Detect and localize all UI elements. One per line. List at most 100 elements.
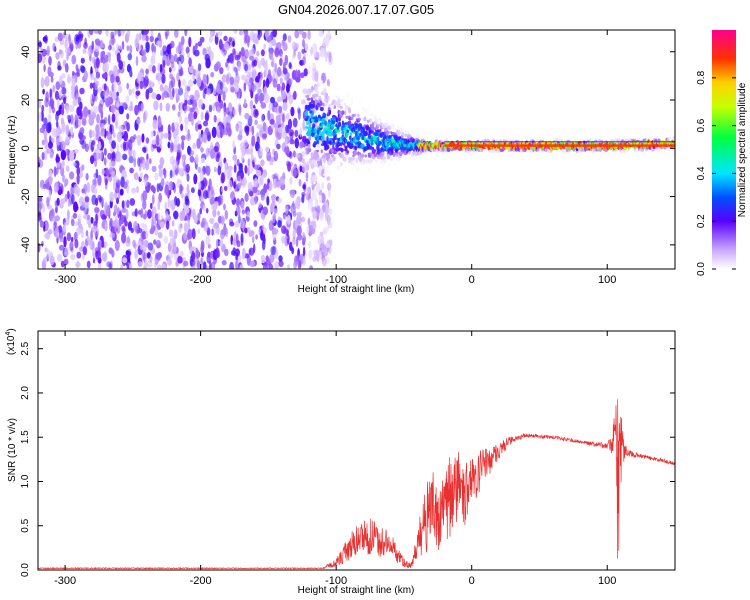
spectrogram-noise-cell bbox=[82, 201, 85, 208]
spectrogram-noise-cell bbox=[91, 194, 97, 206]
spectrogram-noise-cell bbox=[141, 231, 147, 240]
spectrogram-noise-cell bbox=[65, 63, 69, 73]
spectrogram-noise-cell bbox=[43, 183, 47, 190]
spectrogram-noise-cell bbox=[169, 237, 174, 247]
spectrogram-noise-cell bbox=[175, 198, 181, 207]
spectrogram-noise-cell bbox=[98, 86, 102, 94]
spectrogram-signal-cell bbox=[384, 159, 387, 164]
spectrogram-noise-cell bbox=[141, 222, 145, 229]
spectrogram-noise-cell bbox=[44, 34, 48, 44]
spectrogram-noise-cell bbox=[137, 72, 141, 82]
spectrogram-noise-cell bbox=[98, 241, 102, 249]
spectrogram-noise-cell bbox=[61, 72, 66, 79]
spectrogram-noise-cell bbox=[319, 209, 324, 219]
spectrogram-noise-cell bbox=[285, 124, 290, 134]
spectrogram-noise-cell bbox=[65, 165, 70, 173]
spectrogram-signal-cell bbox=[316, 149, 320, 153]
spectrogram-noise-cell bbox=[184, 123, 188, 133]
spectrogram-noise-cell bbox=[116, 151, 122, 163]
spectrogram-noise-cell bbox=[282, 172, 286, 180]
spectrogram-noise-cell bbox=[241, 54, 247, 63]
spectrogram-noise-cell bbox=[208, 35, 213, 43]
spectrogram-noise-cell bbox=[299, 30, 304, 35]
spectrogram-signal-cell bbox=[344, 110, 347, 116]
spectrogram-noise-cell bbox=[308, 249, 313, 260]
spectrogram-signal-cell bbox=[365, 158, 368, 164]
spectrogram-noise-cell bbox=[195, 42, 198, 50]
spectrogram-noise-cell bbox=[44, 138, 49, 150]
spectrogram-noise-cell bbox=[243, 82, 247, 92]
spectrogram-noise-cell bbox=[95, 124, 100, 137]
spectrogram-noise-cell bbox=[262, 236, 266, 245]
spectrogram-noise-cell bbox=[169, 199, 175, 210]
spectrogram-noise-cell bbox=[152, 51, 156, 57]
spectrogram-noise-cell bbox=[190, 187, 195, 194]
spectrogram-noise-cell bbox=[38, 201, 42, 212]
spectrogram-signal-cell bbox=[358, 156, 363, 162]
spectrogram-noise-cell bbox=[175, 97, 179, 104]
spectrogram-noise-cell bbox=[45, 222, 48, 232]
spectrogram-noise-cell bbox=[287, 161, 292, 172]
spectrogram-noise-cell bbox=[141, 48, 147, 56]
spectrogram-noise-cell bbox=[223, 35, 228, 42]
spectrogram-noise-cell bbox=[167, 141, 171, 149]
spectrogram-y-tick-label: 40 bbox=[20, 46, 32, 58]
spectrogram-signal-cell bbox=[391, 162, 395, 166]
spectrogram-noise-cell bbox=[277, 220, 282, 228]
spectrogram-signal-cell bbox=[353, 149, 357, 156]
spectrogram-noise-cell bbox=[78, 132, 84, 140]
spectrogram-noise-cell bbox=[132, 149, 136, 160]
spectrogram-signal-cell bbox=[436, 151, 441, 156]
spectrogram-noise-cell bbox=[229, 53, 234, 63]
spectrogram-noise-cell bbox=[200, 157, 206, 164]
spectrogram-noise-cell bbox=[127, 221, 132, 231]
spectrogram-noise-cell bbox=[51, 106, 56, 114]
spectrogram-signal-cell bbox=[311, 110, 314, 116]
spectrogram-signal-cell bbox=[340, 142, 343, 147]
spectrogram-noise-cell bbox=[318, 30, 324, 38]
spectrogram-noise-cell bbox=[145, 232, 149, 238]
spectrogram-noise-cell bbox=[46, 249, 51, 260]
spectrogram-noise-cell bbox=[302, 232, 306, 238]
snr-multiplier-text: (x104) bbox=[5, 328, 17, 355]
spectrogram-noise-cell bbox=[210, 148, 216, 159]
spectrogram-noise-cell bbox=[202, 73, 207, 85]
spectrogram-noise-cell bbox=[215, 225, 220, 235]
spectrogram-noise-cell bbox=[70, 219, 75, 227]
spectrogram-noise-cell bbox=[269, 118, 275, 125]
spectrogram-noise-cell bbox=[296, 225, 302, 237]
spectrogram-noise-cell bbox=[60, 149, 67, 161]
spectrogram-noise-cell bbox=[132, 240, 136, 248]
spectrogram-noise-cell bbox=[143, 252, 146, 263]
spectrogram-signal-cell bbox=[339, 161, 343, 167]
spectrogram-noise-cell bbox=[243, 30, 246, 37]
spectrogram-noise-cell bbox=[279, 77, 283, 85]
spectrogram-noise-cell bbox=[168, 67, 172, 73]
spectrogram-noise-cell bbox=[282, 113, 285, 123]
spectrogram-noise-cell bbox=[326, 80, 331, 87]
spectrogram-signal-cell bbox=[376, 136, 380, 142]
spectrogram-noise-cell bbox=[161, 263, 167, 269]
spectrogram-noise-cell bbox=[167, 251, 174, 260]
spectrogram-noise-cell bbox=[183, 231, 188, 241]
spectrogram-noise-cell bbox=[262, 79, 266, 87]
spectrogram-noise-cell bbox=[156, 40, 161, 47]
spectrogram-noise-cell bbox=[139, 172, 143, 180]
spectrogram-noise-cell bbox=[100, 127, 106, 137]
spectrogram-signal-cell bbox=[310, 152, 314, 158]
spectrogram-signal-cell bbox=[363, 173, 367, 178]
spectrogram-noise-cell bbox=[233, 30, 238, 34]
spectrogram-noise-cell bbox=[201, 132, 208, 143]
spectrogram-noise-cell bbox=[173, 121, 179, 129]
spectrogram-noise-cell bbox=[194, 215, 198, 224]
spectrogram-noise-cell bbox=[252, 186, 258, 194]
spectrogram-noise-cell bbox=[302, 184, 306, 190]
spectrogram-noise-cell bbox=[271, 197, 276, 208]
spectrogram-noise-cell bbox=[207, 251, 211, 258]
spectrogram-noise-cell bbox=[82, 48, 87, 54]
spectrogram-signal-cell bbox=[574, 137, 577, 141]
spectrogram-noise-cell bbox=[169, 142, 173, 153]
spectrogram-noise-cell bbox=[205, 112, 209, 121]
spectrogram-noise-cell bbox=[196, 76, 202, 88]
